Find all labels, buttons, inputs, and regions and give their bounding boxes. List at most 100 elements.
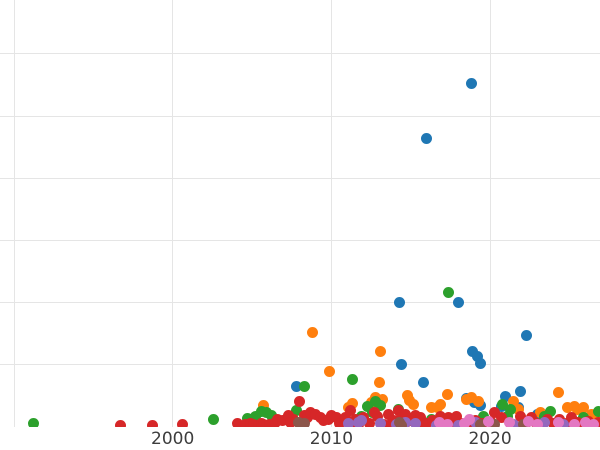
- data-point-blue: [471, 350, 483, 362]
- data-point-red: [276, 414, 288, 426]
- data-point-red: [435, 411, 447, 423]
- data-point-orange: [324, 365, 336, 377]
- data-point-brown: [489, 419, 501, 427]
- data-point-pink: [532, 419, 544, 427]
- data-point-pink: [433, 417, 445, 427]
- data-point-green: [362, 401, 374, 413]
- data-point-red: [114, 419, 126, 427]
- data-point-blue: [395, 358, 407, 370]
- data-point-green: [592, 406, 600, 418]
- data-point-orange: [375, 345, 387, 357]
- data-point-red: [451, 411, 463, 423]
- data-point-orange: [571, 404, 583, 416]
- data-point-green: [27, 417, 39, 427]
- data-point-blue: [475, 357, 487, 369]
- data-point-red: [232, 417, 244, 427]
- data-point-green: [497, 399, 509, 411]
- data-point-orange: [552, 386, 564, 398]
- y-gridline: [0, 177, 600, 179]
- data-point-red: [443, 411, 455, 423]
- data-point-green: [544, 406, 556, 418]
- data-point-pink: [587, 419, 599, 427]
- data-point-red: [371, 411, 383, 423]
- y-gridline: [0, 363, 600, 365]
- data-point-green: [346, 373, 358, 385]
- data-point-pink: [463, 414, 475, 426]
- data-point-red: [495, 411, 507, 423]
- data-point-orange: [441, 388, 453, 400]
- data-point-red: [176, 419, 188, 427]
- x-tick-label: 2020: [468, 429, 512, 449]
- data-point-purple: [452, 419, 464, 427]
- data-point-green: [298, 380, 310, 392]
- data-point-red: [344, 404, 356, 416]
- data-point-blue: [514, 386, 526, 398]
- y-gridline: [0, 53, 600, 55]
- data-point-orange: [306, 326, 318, 338]
- data-point-purple: [538, 417, 550, 427]
- data-point-red: [264, 419, 275, 427]
- data-point-red: [414, 411, 426, 423]
- data-point-purple: [375, 417, 387, 427]
- data-point-blue: [394, 296, 406, 308]
- data-point-orange: [590, 411, 600, 423]
- data-point-blue: [417, 376, 429, 388]
- x-gridline: [489, 0, 491, 427]
- data-point-green: [208, 414, 220, 426]
- data-point-orange: [562, 401, 574, 413]
- data-point-orange: [408, 399, 420, 411]
- data-point-red: [284, 417, 296, 427]
- data-point-red: [514, 411, 526, 423]
- data-point-blue: [467, 345, 479, 357]
- data-point-red: [383, 409, 395, 421]
- x-tick-label: 2000: [151, 429, 195, 449]
- data-point-green: [249, 411, 261, 423]
- data-point-brown: [292, 417, 304, 427]
- data-point-red: [400, 409, 412, 421]
- data-point-pink: [579, 417, 591, 427]
- x-tick-label: 2010: [309, 429, 354, 449]
- data-point-orange: [376, 393, 388, 405]
- y-gridline: [0, 115, 600, 117]
- y-gridline: [0, 301, 600, 303]
- data-point-pink: [483, 416, 494, 427]
- data-point-blue: [290, 380, 302, 392]
- data-point-green: [265, 409, 277, 421]
- data-point-red: [146, 419, 158, 427]
- data-point-blue: [465, 78, 477, 90]
- y-gridline: [0, 239, 600, 241]
- data-point-red: [257, 419, 269, 427]
- data-point-red: [330, 411, 342, 423]
- data-point-pink: [503, 417, 515, 427]
- data-point-purple: [410, 417, 421, 427]
- data-point-orange: [578, 401, 590, 413]
- data-point-red: [363, 417, 375, 427]
- data-point-pink: [441, 419, 453, 427]
- plot-area: [0, 0, 600, 427]
- data-point-orange: [508, 396, 520, 408]
- data-point-green: [443, 287, 455, 299]
- data-point-brown: [298, 417, 310, 427]
- data-point-green: [502, 411, 514, 423]
- data-point-purple: [343, 417, 355, 427]
- data-point-blue: [452, 296, 464, 308]
- data-point-pink: [552, 417, 564, 427]
- data-point-red: [340, 411, 352, 423]
- data-point-orange: [257, 399, 269, 411]
- data-point-orange: [435, 399, 447, 411]
- data-point-blue: [421, 133, 433, 145]
- data-point-purple: [356, 414, 368, 426]
- data-point-orange: [425, 401, 437, 413]
- data-point-brown: [475, 419, 487, 427]
- data-point-red: [489, 406, 501, 418]
- data-point-green: [505, 404, 517, 416]
- data-point-red: [421, 417, 433, 427]
- data-point-orange: [473, 396, 485, 408]
- data-point-blue: [500, 391, 512, 403]
- data-point-orange: [465, 391, 477, 403]
- x-gridline: [13, 0, 15, 427]
- data-point-green: [290, 404, 302, 416]
- data-point-brown: [395, 419, 407, 427]
- x-gridline: [330, 0, 332, 427]
